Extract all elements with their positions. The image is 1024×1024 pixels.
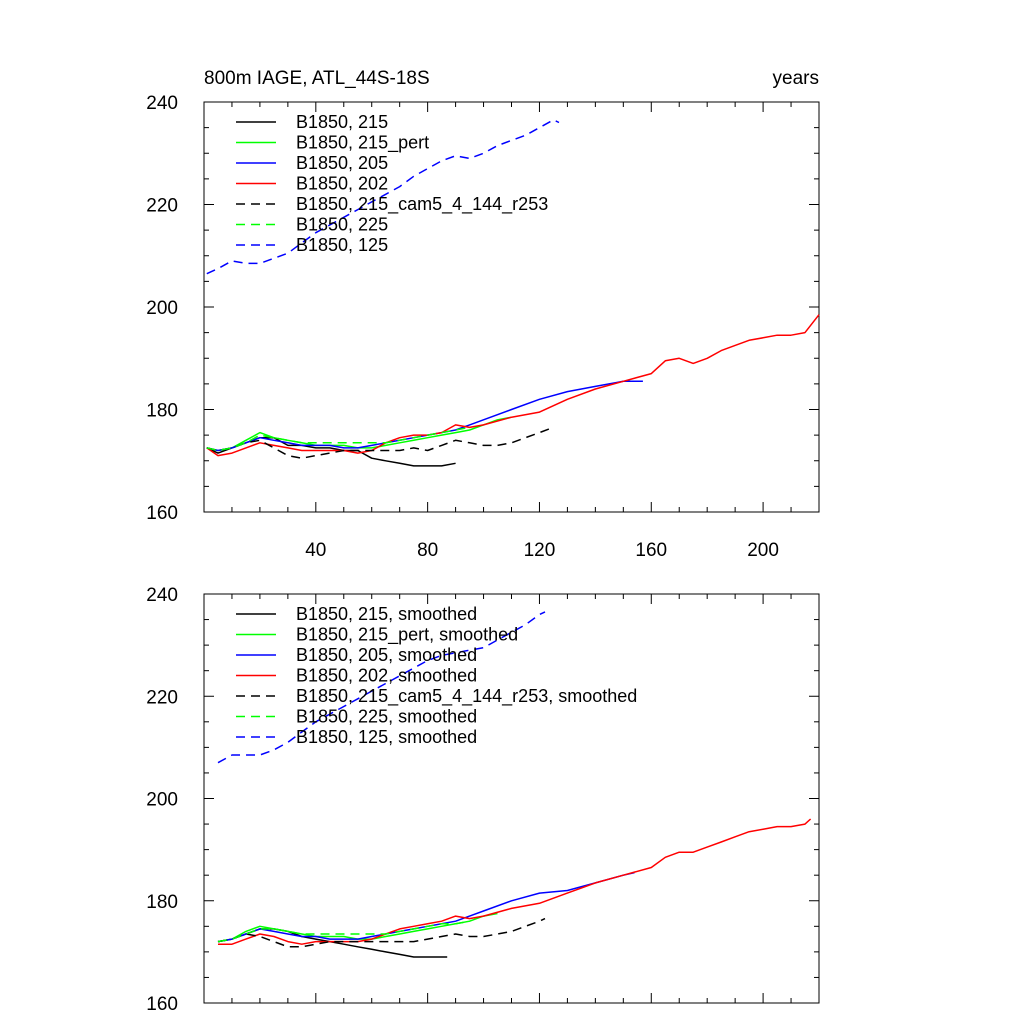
series-line — [217, 917, 546, 948]
y-tick-label: 240 — [146, 585, 178, 606]
legend-label: B1850, 215, smoothed — [296, 604, 477, 624]
y-tick-label: 240 — [146, 93, 178, 114]
series-line — [217, 871, 635, 943]
legend-label: B1850, 225 — [296, 215, 388, 235]
series-line — [206, 119, 560, 275]
series-line — [217, 920, 470, 943]
y-tick-label: 160 — [146, 994, 178, 1015]
y-tick-label: 180 — [146, 892, 178, 913]
panel-title-right: years — [773, 68, 819, 89]
legend-label: B1850, 125, smoothed — [296, 727, 477, 747]
y-tick-label: 200 — [146, 298, 178, 319]
x-tick-label: 160 — [635, 540, 667, 561]
series-line — [217, 912, 498, 943]
legend-label: B1850, 205, smoothed — [296, 645, 477, 665]
panel-title: 800m IAGE, ATL_44S-18S — [204, 68, 430, 89]
legend-label: B1850, 215_pert — [296, 133, 429, 154]
y-tick-label: 180 — [146, 401, 178, 422]
top-panel: 800m IAGE, ATL_44S-18S years 40 80 120 160 2… — [146, 68, 820, 561]
x-tick-label: 80 — [417, 540, 438, 561]
legend-label: B1850, 215 — [296, 112, 388, 132]
legend-label: B1850, 205 — [296, 153, 388, 173]
y-tick-label: 200 — [146, 790, 178, 811]
series-line — [206, 380, 643, 452]
y-tick-label: 220 — [146, 196, 178, 217]
x-tick-label: 120 — [524, 540, 556, 561]
x-tick-label: 200 — [747, 540, 779, 561]
x-tick-label: 40 — [305, 540, 326, 561]
legend-label: B1850, 125 — [296, 235, 388, 255]
series-line — [218, 818, 812, 945]
series-line — [217, 928, 448, 958]
legend-label: B1850, 215_cam5_4_144_r253 — [296, 194, 548, 215]
series-line — [206, 314, 820, 457]
y-tick-label: 160 — [146, 503, 178, 524]
legend-label: B1850, 202 — [296, 174, 388, 194]
legend-label: B1850, 215_pert, smoothed — [296, 625, 518, 646]
legend-label: B1850, 225, smoothed — [296, 707, 477, 727]
legend-label: B1850, 215_cam5_4_144_r253, smoothed — [296, 686, 637, 707]
y-tick-label: 220 — [146, 687, 178, 708]
legend-label: B1850, 202, smoothed — [296, 666, 477, 686]
